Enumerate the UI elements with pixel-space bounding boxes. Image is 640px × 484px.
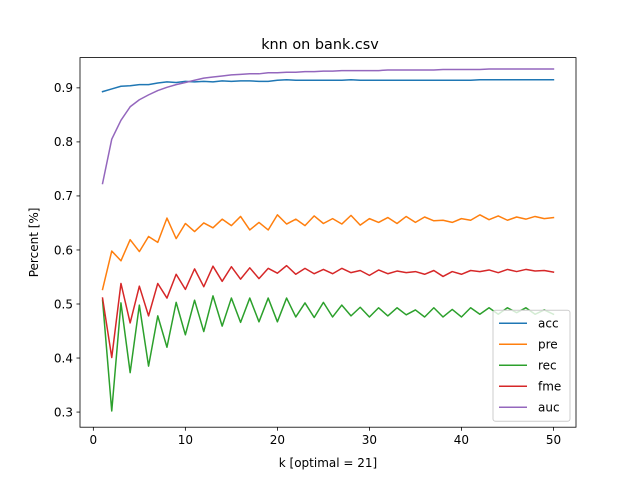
x-tick-label: 10 <box>178 433 193 447</box>
y-axis-label: Percent [%] <box>27 208 41 278</box>
series-line-fme <box>101 264 555 359</box>
y-tick-label: 0.7 <box>54 189 73 203</box>
legend-label-pre: pre <box>538 338 558 352</box>
y-tick-label: 0.8 <box>54 135 73 149</box>
series-line-rec <box>101 295 555 412</box>
y-tick-label: 0.4 <box>54 351 73 365</box>
x-axis: 0 10 20 30 40 50 <box>90 427 561 447</box>
chart-title: knn on bank.csv <box>261 37 379 53</box>
x-tick-label: 50 <box>546 433 561 447</box>
y-tick-label: 0.9 <box>54 81 73 95</box>
legend-box <box>492 309 571 422</box>
legend-label-acc: acc <box>538 317 559 331</box>
legend-label-auc: auc <box>538 401 560 415</box>
x-tick-label: 0 <box>90 433 98 447</box>
plot-area-frame <box>79 57 577 428</box>
x-tick-label: 40 <box>454 433 469 447</box>
plot-lines <box>101 68 555 412</box>
legend-label-rec: rec <box>538 359 557 373</box>
series-line-pre <box>101 214 555 291</box>
series-line-auc <box>101 68 555 185</box>
y-tick-label: 0.5 <box>54 297 73 311</box>
x-axis-label: k [optimal = 21] <box>279 456 377 470</box>
x-tick-label: 20 <box>270 433 285 447</box>
y-tick-label: 0.3 <box>54 405 73 419</box>
legend: acc pre rec fme auc <box>492 309 571 422</box>
y-axis: 0.3 0.4 0.5 0.6 0.7 0.8 0.9 <box>54 81 80 419</box>
legend-label-fme: fme <box>538 380 561 394</box>
x-tick-label: 30 <box>362 433 377 447</box>
y-tick-label: 0.6 <box>54 243 73 257</box>
series-line-acc <box>101 79 555 93</box>
